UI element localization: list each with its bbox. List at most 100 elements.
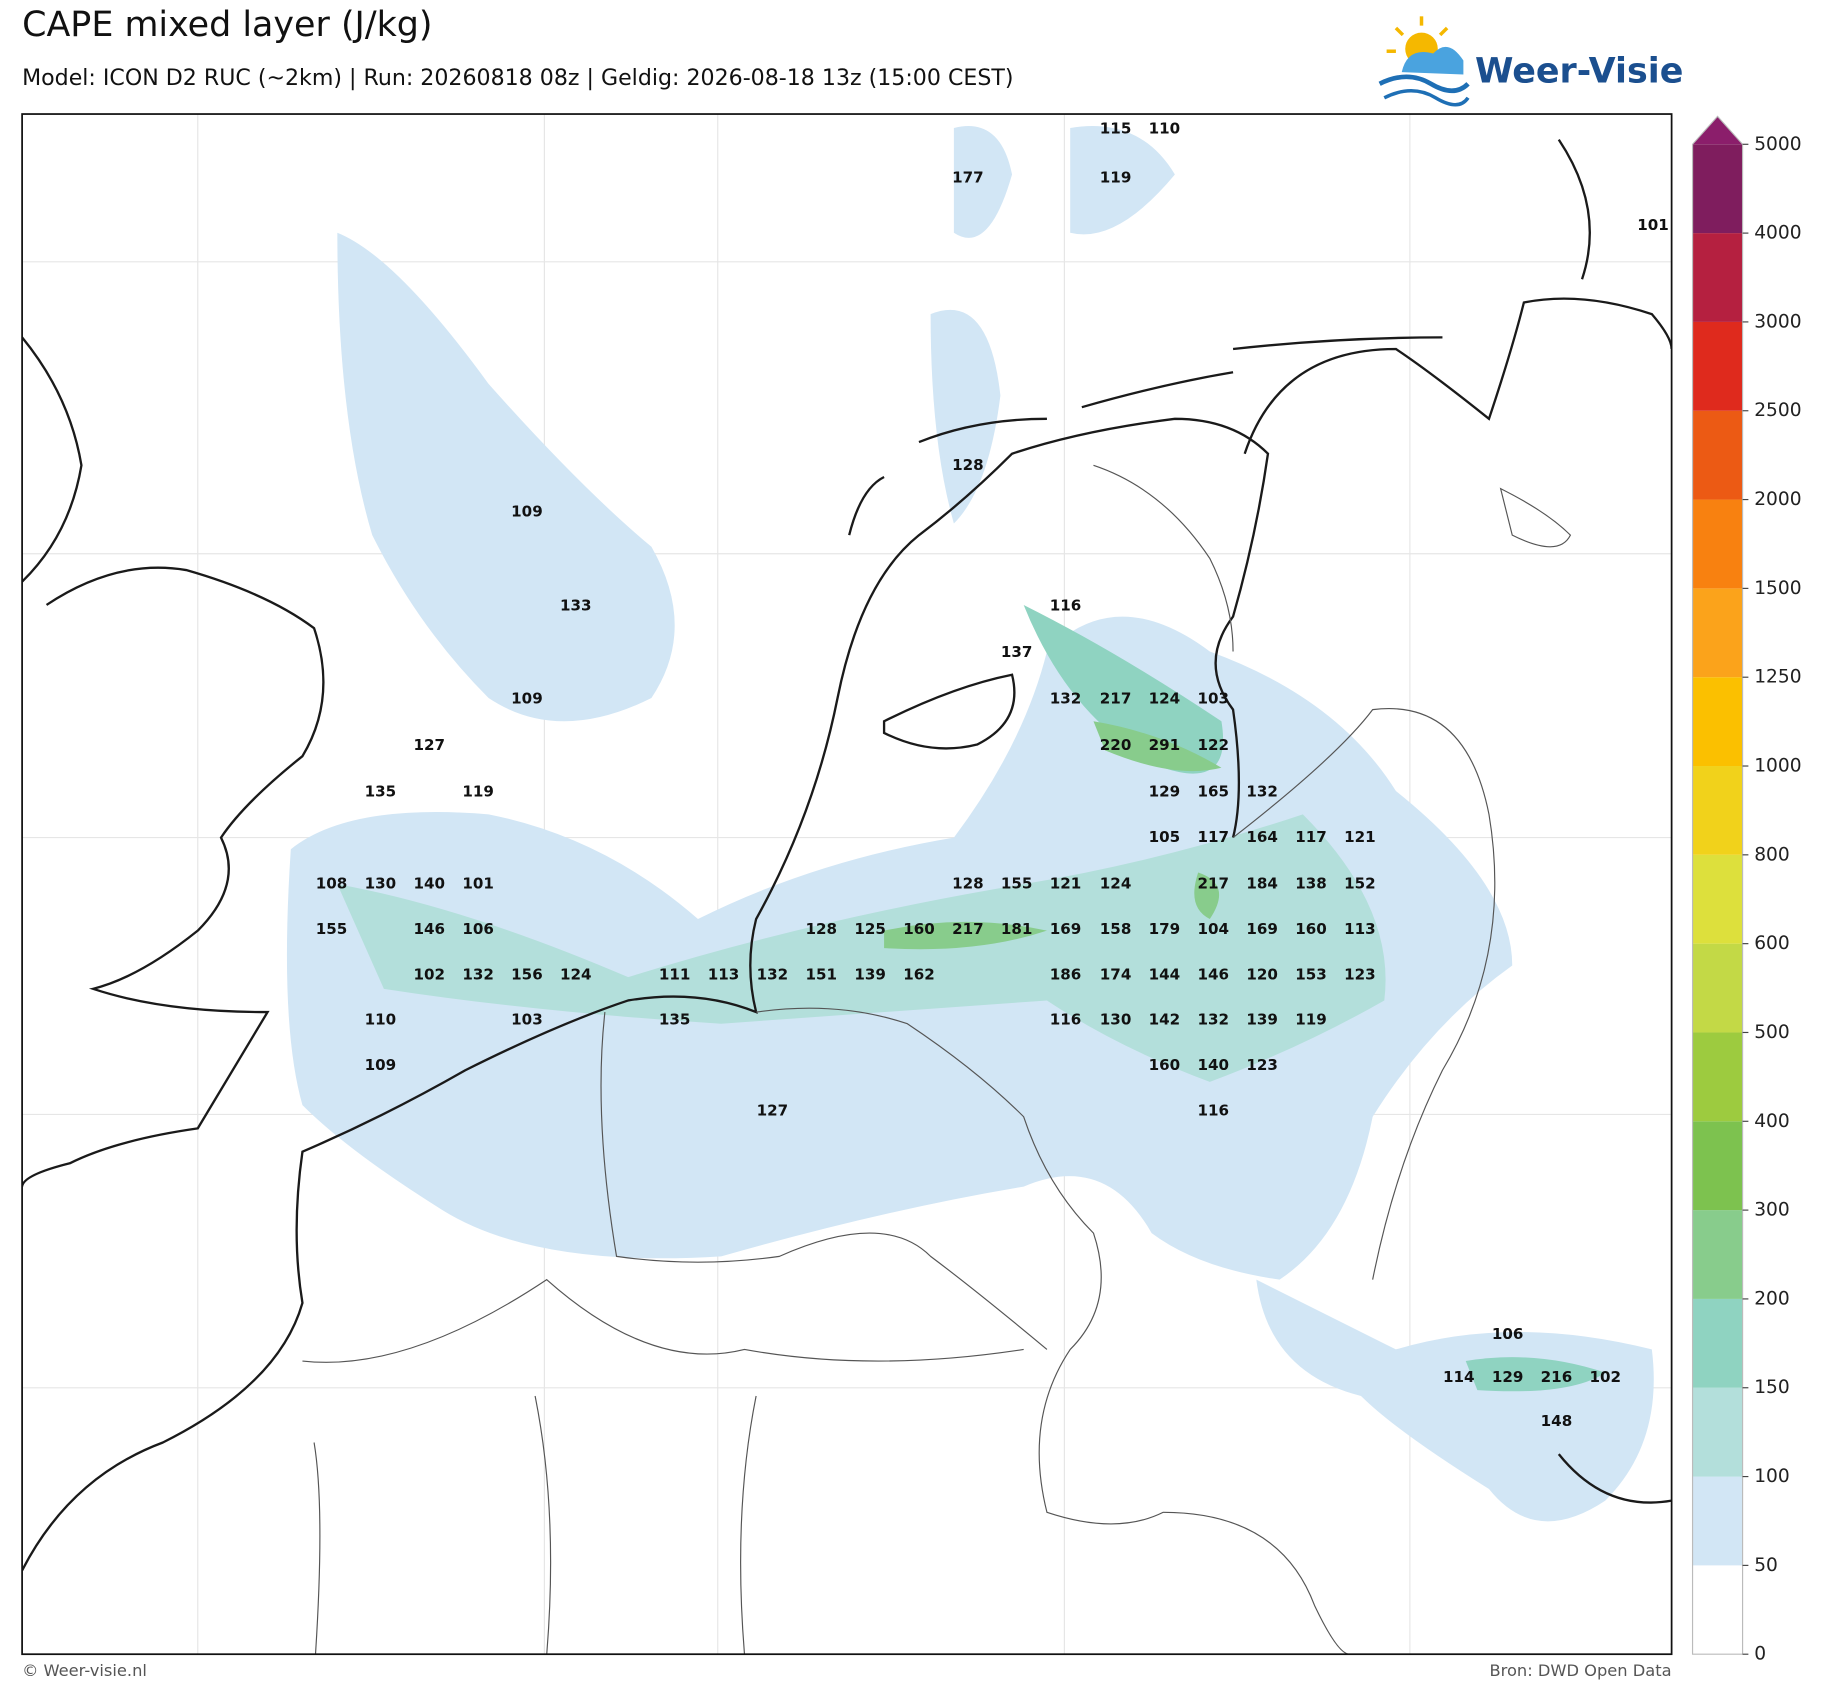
colorbar-tick-label: 800: [1754, 844, 1790, 865]
colorbar-tick-label: 600: [1754, 933, 1790, 954]
cape-label: 137: [1001, 643, 1033, 661]
cape-field: [286, 126, 1654, 1522]
cape-label: 113: [708, 965, 740, 983]
cape-label: 111: [659, 965, 691, 983]
cape-label: 140: [1198, 1056, 1230, 1074]
colorbar-segment: [1692, 588, 1743, 678]
coastlines: [22, 138, 1672, 1571]
cape-label: 146: [1198, 965, 1230, 983]
cape-label: 139: [1246, 1011, 1278, 1029]
cape-label: 128: [952, 875, 984, 893]
cape-label: 124: [1149, 690, 1181, 708]
colorbar-segment: [1692, 233, 1743, 322]
cape-label: 138: [1295, 875, 1327, 893]
colorbar-tick-label: 500: [1754, 1022, 1790, 1043]
cape-label: 121: [1050, 875, 1082, 893]
colorbar-tick-label: 50: [1754, 1555, 1778, 1576]
cape-label: 103: [511, 1011, 543, 1029]
colorbar-tick-label: 4000: [1754, 223, 1801, 244]
colorbar-segment: [1692, 1210, 1743, 1299]
colorbar-segment: [1692, 321, 1743, 411]
cape-label: 116: [1050, 597, 1082, 615]
cape-label: 114: [1443, 1368, 1475, 1386]
cape-label: 177: [952, 169, 984, 187]
cape-label: 164: [1246, 828, 1278, 846]
colorbar-segment: [1692, 766, 1743, 855]
cape-label: 119: [1295, 1011, 1327, 1029]
cape-label: 105: [1149, 828, 1181, 846]
colorbar-segment: [1692, 854, 1743, 944]
colorbar-segment: [1692, 677, 1743, 767]
cape-label: 135: [659, 1011, 691, 1029]
cape-label: 217: [1100, 690, 1132, 708]
colorbar-tick-label: 2000: [1754, 489, 1801, 510]
colorbar-tick-label: 300: [1754, 1200, 1790, 1221]
map: 115 110 177 119 101 128 109 133 116 137 109 132 217 1…: [22, 114, 1672, 1655]
cape-label: 132: [1050, 690, 1082, 708]
map-frame: [21, 113, 1673, 1656]
cape-label: 130: [365, 875, 397, 893]
colorbar-tick-label: 100: [1754, 1466, 1790, 1487]
footer-left: © Weer-visie.nl: [22, 1661, 147, 1680]
cape-label: 216: [1541, 1368, 1573, 1386]
colorbar-tick-label: 1000: [1754, 756, 1801, 777]
cape-label: 160: [1149, 1056, 1181, 1074]
cape-label: 109: [511, 690, 543, 708]
colorbar-tick-label: 1500: [1754, 578, 1801, 599]
cape-label: 106: [1492, 1325, 1524, 1343]
cape-label: 125: [854, 920, 886, 938]
cape-label: 119: [462, 783, 494, 801]
cape-label: 108: [316, 875, 348, 893]
cape-label: 117: [1295, 828, 1327, 846]
colorbar-segment: [1692, 1387, 1743, 1477]
cape-label: 220: [1100, 736, 1132, 754]
cape-label: 160: [903, 920, 935, 938]
cape-label: 132: [462, 965, 494, 983]
colorbar-segment: [1692, 144, 1743, 234]
cape-label: 181: [1001, 920, 1033, 938]
borders: [302, 464, 1572, 1655]
colorbar-extend: [1692, 116, 1743, 145]
colorbar-tick-label: 1250: [1754, 667, 1801, 688]
cape-label: 109: [511, 502, 543, 520]
colorbar-segment: [1692, 1476, 1743, 1566]
cape-label: 162: [903, 965, 935, 983]
cape-label: 116: [1198, 1101, 1230, 1119]
colorbar-segment: [1692, 1298, 1743, 1388]
cape-label: 123: [1344, 965, 1376, 983]
cape-label: 102: [1590, 1368, 1622, 1386]
cape-label: 124: [1100, 875, 1132, 893]
cape-label: 103: [1198, 690, 1230, 708]
cape-label: 116: [1050, 1011, 1082, 1029]
cape-label: 128: [805, 920, 837, 938]
cape-label: 165: [1198, 783, 1230, 801]
logo: Weer-Visie: [1378, 16, 1683, 107]
cape-label: 104: [1198, 920, 1230, 938]
colorbar-tick-label: 400: [1754, 1111, 1790, 1132]
cape-label: 122: [1198, 736, 1230, 754]
colorbar-tick-label: 3000: [1754, 311, 1801, 332]
colorbar-segment: [1692, 1121, 1743, 1211]
cape-label: 123: [1246, 1056, 1278, 1074]
cape-label: 117: [1198, 828, 1230, 846]
cape-label: 110: [365, 1011, 397, 1029]
cape-label: 156: [511, 965, 543, 983]
colorbar-segment: [1692, 943, 1743, 1033]
cape-label: 127: [757, 1101, 789, 1119]
cape-label: 146: [413, 920, 445, 938]
cape-label: 101: [1637, 216, 1669, 234]
cape-label: 155: [316, 920, 348, 938]
cape-label: 124: [560, 965, 592, 983]
cape-labels: 115 110 177 119 101 128 109 133 116 137 109 132 217 1…: [316, 120, 1669, 1430]
title: CAPE mixed layer (J/kg): [22, 5, 432, 45]
cape-label: 129: [1492, 1368, 1524, 1386]
cape-label: 184: [1246, 875, 1278, 893]
cape-label: 169: [1050, 920, 1082, 938]
cape-label: 135: [365, 783, 397, 801]
cape-label: 120: [1246, 965, 1278, 983]
colorbar-tick-label: 2500: [1754, 400, 1801, 421]
cape-label: 217: [1198, 875, 1230, 893]
cape-label: 129: [1149, 783, 1181, 801]
subtitle: Model: ICON D2 RUC (~2km) | Run: 2026081…: [22, 65, 1013, 91]
